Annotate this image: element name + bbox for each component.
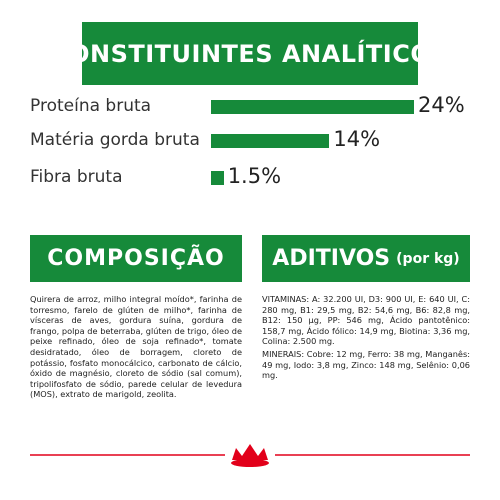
category-label: Fibra bruta: [30, 167, 123, 187]
additives-paragraph: MINERAIS: Cobre: 12 mg, Ferro: 38 mg, Ma…: [262, 348, 470, 381]
bar: [211, 134, 330, 148]
value-label: 24%: [418, 93, 465, 117]
category-label: Matéria gorda bruta: [30, 130, 200, 150]
additives-text: VITAMINAS: A: 32.200 UI, D3: 900 UI, E: …: [262, 294, 470, 383]
brand-logo: [231, 444, 269, 467]
value-label: 14%: [333, 127, 381, 151]
analytics-title: CONSTITUINTES ANALÍTICOS: [51, 22, 449, 85]
composition-text: Quirera de arroz, milho integral moído*,…: [30, 294, 242, 400]
additives-title: ADITIVOS: [272, 246, 391, 271]
additives-paragraph: VITAMINAS: A: 32.200 UI, D3: 900 UI, E: …: [262, 294, 470, 347]
additives-banner: ADITIVOS (por kg): [262, 235, 470, 282]
additives-unit: (por kg): [396, 250, 460, 267]
category-label: Proteína bruta: [30, 96, 152, 116]
footer: [30, 444, 470, 467]
composition-title: COMPOSIÇÃO: [30, 235, 242, 282]
value-label: 1.5%: [227, 164, 282, 188]
bar: [211, 171, 224, 185]
bar: [211, 100, 414, 114]
